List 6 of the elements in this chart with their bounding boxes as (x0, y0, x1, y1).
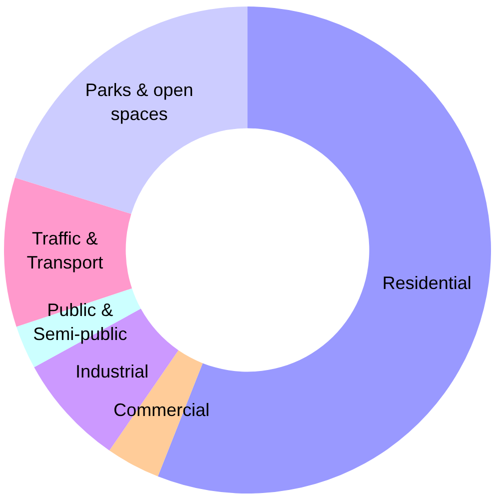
slice-label: Residential (382, 273, 472, 294)
slice-label: Parks & open spaces (85, 80, 194, 124)
slice-label: Traffic & Transport (26, 228, 104, 273)
slice-label: Industrial (76, 361, 149, 382)
slice-label: Public & Semi-public (33, 300, 128, 344)
slice-label: Commercial (114, 400, 210, 420)
